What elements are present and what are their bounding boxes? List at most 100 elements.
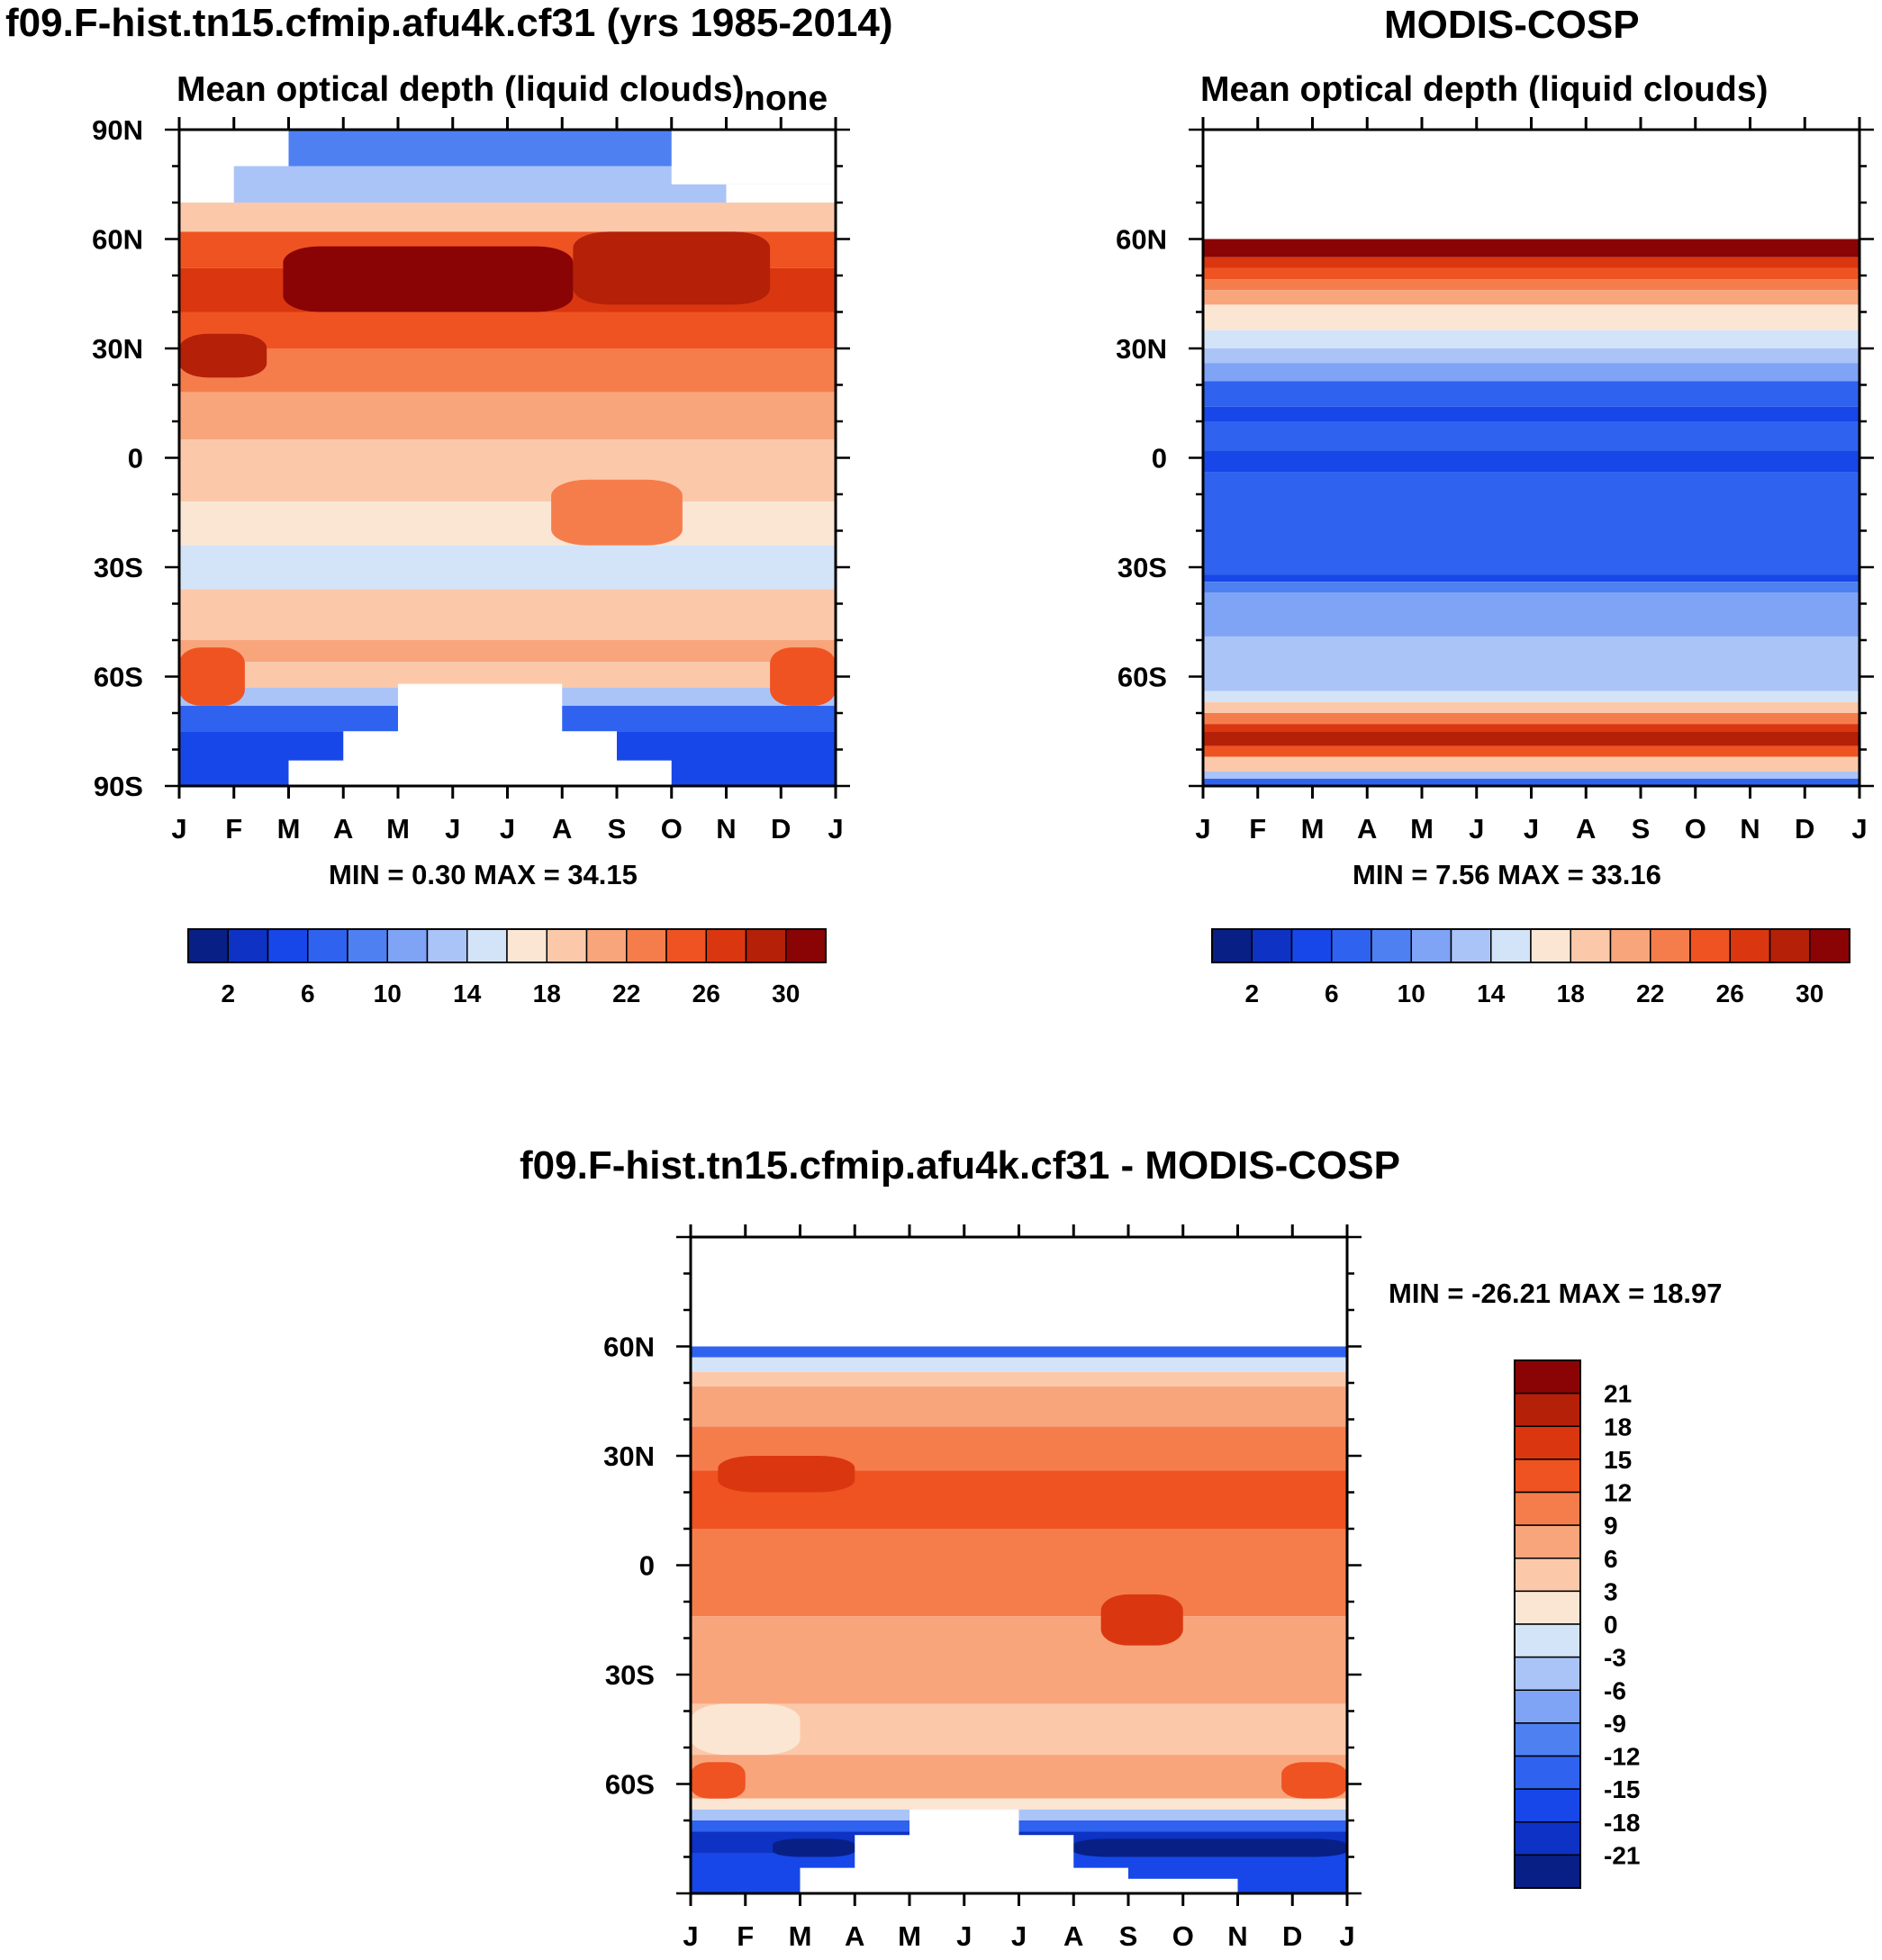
obs-lat-label: 30S bbox=[1117, 552, 1167, 583]
model-lat-label: 90N bbox=[92, 114, 143, 146]
obs-month-label: S bbox=[1632, 813, 1651, 845]
obs-month-label: O bbox=[1685, 813, 1706, 845]
obs-cb-swatch bbox=[1530, 928, 1571, 963]
model-cb-swatch bbox=[227, 928, 269, 963]
diff-month-label: A bbox=[1063, 1920, 1083, 1952]
diff-title: f09.F-hist.tn15.cfmip.afu4k.cf31 - MODIS… bbox=[520, 1143, 1400, 1188]
obs-band-12 bbox=[1203, 421, 1859, 451]
diff-cb-label: -12 bbox=[1604, 1743, 1640, 1771]
model-cb-swatch bbox=[307, 928, 348, 963]
diff-month-label: F bbox=[737, 1920, 754, 1952]
model-patch-0 bbox=[283, 246, 574, 312]
diff-patch-10 bbox=[1128, 1878, 1238, 1893]
obs-cb-label: 18 bbox=[1557, 980, 1585, 1007]
diff-colorbar: 21 18 15 12 9 6 3 0 -3 -6 -9 -12 -15 -18 -21 bbox=[1514, 1359, 1640, 1889]
obs-cb-label: 22 bbox=[1636, 980, 1664, 1007]
obs-cb-swatch bbox=[1729, 928, 1771, 963]
model-band-12 bbox=[179, 640, 836, 663]
obs-cb-swatch bbox=[1211, 928, 1253, 963]
diff-cb-label: -18 bbox=[1604, 1809, 1640, 1837]
obs-band-21 bbox=[1203, 713, 1859, 725]
diff-band-8 bbox=[691, 1616, 1347, 1704]
obs-month-label: J bbox=[1524, 813, 1539, 845]
obs-cb-swatch bbox=[1450, 928, 1492, 963]
diff-cb-label: 0 bbox=[1604, 1611, 1618, 1639]
model-cb-label: 10 bbox=[374, 980, 402, 1007]
diff-cb-label: -15 bbox=[1604, 1775, 1640, 1803]
diff-band-11 bbox=[691, 1798, 1347, 1810]
diff-cb-swatch bbox=[1514, 1755, 1581, 1790]
diff-month-label: J bbox=[1011, 1920, 1027, 1952]
model-month-label: A bbox=[333, 813, 353, 845]
obs-lat-label: 30N bbox=[1116, 333, 1167, 365]
obs-band-2 bbox=[1203, 257, 1859, 268]
diff-cb-swatch bbox=[1514, 1689, 1581, 1724]
diff-cb-swatch bbox=[1514, 1491, 1581, 1526]
model-patch-1 bbox=[573, 231, 771, 305]
obs-month-label: F bbox=[1249, 813, 1266, 845]
model-patch-8 bbox=[288, 760, 672, 786]
obs-band-3 bbox=[1203, 267, 1859, 280]
diff-lat-label: 30S bbox=[605, 1659, 655, 1691]
obs-cb-label: 2 bbox=[1244, 980, 1259, 1007]
model-cb-swatch bbox=[506, 928, 547, 963]
model-cb-swatch bbox=[267, 928, 309, 963]
diff-patch-2 bbox=[691, 1703, 801, 1756]
diff-cb-swatch bbox=[1514, 1623, 1581, 1658]
diff-cb-label: -6 bbox=[1604, 1676, 1626, 1704]
diff-cb-label: 3 bbox=[1604, 1577, 1618, 1605]
diff-month-label: O bbox=[1172, 1920, 1194, 1952]
obs-band-23 bbox=[1203, 731, 1859, 746]
diff-cb-swatch bbox=[1514, 1821, 1581, 1856]
obs-band-6 bbox=[1203, 304, 1859, 330]
obs-band-16 bbox=[1203, 582, 1859, 593]
model-month-label: M bbox=[277, 813, 301, 845]
diff-band-7 bbox=[691, 1529, 1347, 1617]
obs-cb-swatch bbox=[1769, 928, 1811, 963]
model-band-13 bbox=[179, 662, 836, 688]
obs-cb-label: 6 bbox=[1325, 980, 1339, 1007]
model-month-label: O bbox=[661, 813, 683, 845]
obs-cb-label: 14 bbox=[1477, 980, 1506, 1007]
diff-month-label: S bbox=[1119, 1920, 1138, 1952]
obs-band-1 bbox=[1203, 239, 1859, 257]
obs-band-5 bbox=[1203, 290, 1859, 305]
diff-patch-4 bbox=[1281, 1762, 1347, 1799]
diff-cb-label: 15 bbox=[1604, 1446, 1632, 1474]
diff-patch-3 bbox=[691, 1762, 746, 1799]
obs-band-11 bbox=[1203, 406, 1859, 421]
diff-lat-label: 30N bbox=[603, 1441, 655, 1472]
obs-month-label: J bbox=[1469, 813, 1484, 845]
obs-band-4 bbox=[1203, 279, 1859, 291]
model-cb-frame bbox=[187, 928, 827, 963]
diff-cb-swatch bbox=[1514, 1425, 1581, 1460]
model-band-7 bbox=[179, 392, 836, 440]
diff-cb-swatch bbox=[1514, 1558, 1581, 1593]
model-cb-swatch bbox=[546, 928, 588, 963]
model-month-label: M bbox=[386, 813, 410, 845]
diff-month-label: D bbox=[1282, 1920, 1302, 1952]
diff-patch-0 bbox=[718, 1456, 855, 1493]
model-cb-label: 14 bbox=[453, 980, 482, 1007]
diff-patch-5 bbox=[773, 1838, 855, 1857]
obs-month-label: A bbox=[1576, 813, 1596, 845]
obs-cb-label: 26 bbox=[1716, 980, 1744, 1007]
model-cb-swatch bbox=[585, 928, 628, 963]
page-title-obs: MODIS-COSP bbox=[1384, 3, 1640, 47]
model-month-label: A bbox=[552, 813, 572, 845]
diff-band-2 bbox=[691, 1357, 1347, 1372]
obs-lat-label: 60S bbox=[1117, 662, 1167, 693]
diff-month-label: M bbox=[789, 1920, 812, 1952]
model-panel-title: Mean optical depth (liquid clouds) bbox=[176, 70, 745, 109]
obs-cb-swatch bbox=[1689, 928, 1731, 963]
model-patch-3 bbox=[551, 479, 683, 546]
obs-band-19 bbox=[1203, 691, 1859, 702]
diff-band-4 bbox=[691, 1386, 1347, 1427]
model-band-11 bbox=[179, 589, 836, 640]
obs-band-0 bbox=[1203, 130, 1859, 239]
diff-patch-6 bbox=[1073, 1838, 1347, 1857]
diff-cb-swatch bbox=[1514, 1524, 1581, 1559]
obs-band-7 bbox=[1203, 330, 1859, 348]
